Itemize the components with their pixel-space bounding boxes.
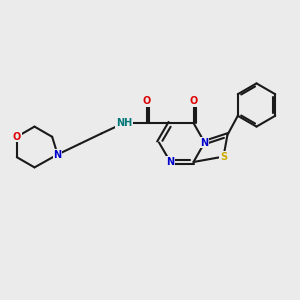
Text: S: S bbox=[220, 152, 227, 162]
Text: O: O bbox=[189, 96, 198, 106]
Text: O: O bbox=[13, 132, 21, 142]
Text: NH: NH bbox=[116, 118, 132, 128]
Text: N: N bbox=[53, 149, 62, 160]
Text: N: N bbox=[200, 137, 209, 148]
Text: N: N bbox=[166, 157, 175, 167]
Text: O: O bbox=[143, 96, 151, 106]
